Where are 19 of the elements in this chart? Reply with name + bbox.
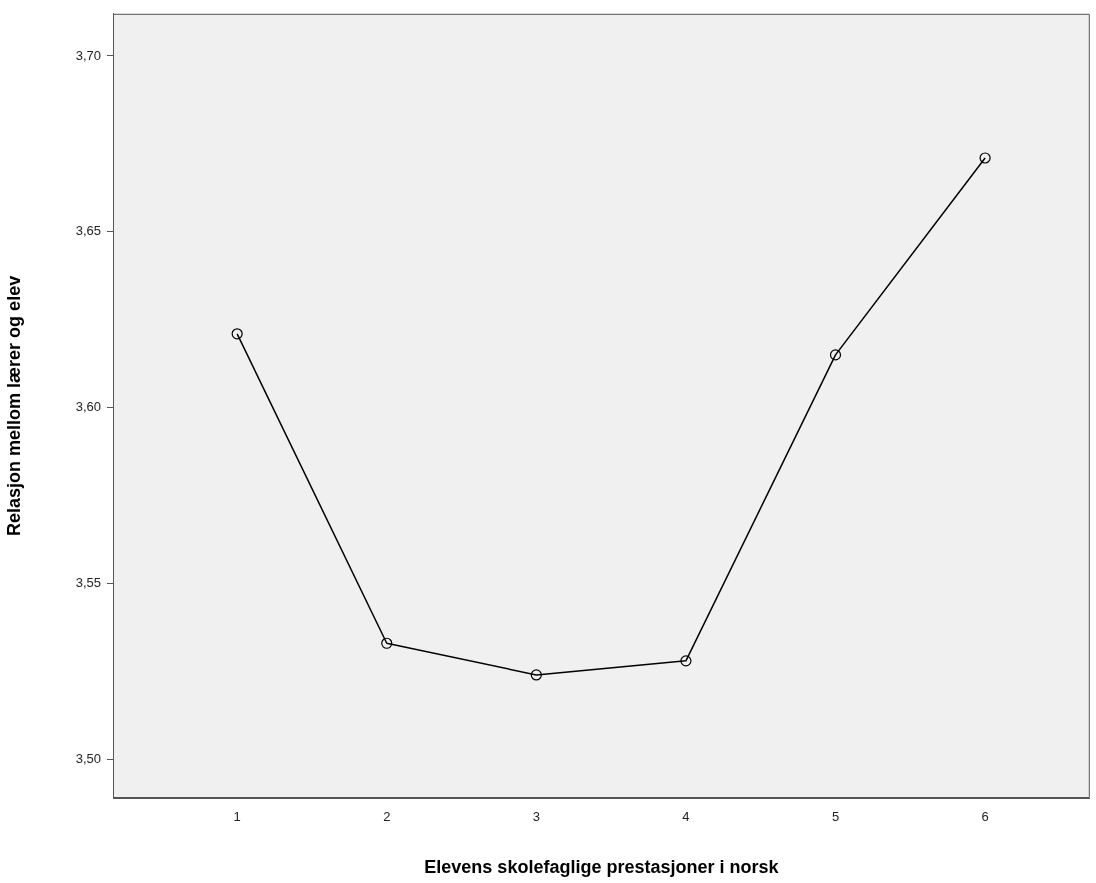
point (829, 349, 842, 361)
x-tick-label: 1 (233, 809, 241, 825)
point (530, 669, 542, 681)
x-tick-label: 2 (383, 809, 391, 825)
x-axis-title: Elevens skolefaglige prestasjoner i norsk (424, 857, 780, 878)
y-tick-label: 3,50 (75, 750, 101, 766)
y-tick-label: 3,65 (75, 223, 101, 239)
point (680, 655, 692, 667)
x-tick-label: 6 (981, 809, 989, 825)
y-tick-label: 3,60 (75, 399, 101, 415)
point (381, 637, 393, 649)
y-tick-label: 3,70 (75, 47, 101, 63)
point (231, 328, 243, 340)
y-tick-label: 3,55 (75, 575, 101, 591)
x-tick-label: 4 (682, 809, 690, 825)
x-tick-label: 5 (831, 809, 840, 825)
point (979, 152, 991, 164)
y-axis-title: Relasjon mellom lærer og elev (3, 275, 24, 536)
x-tick-label: 3 (532, 809, 540, 825)
